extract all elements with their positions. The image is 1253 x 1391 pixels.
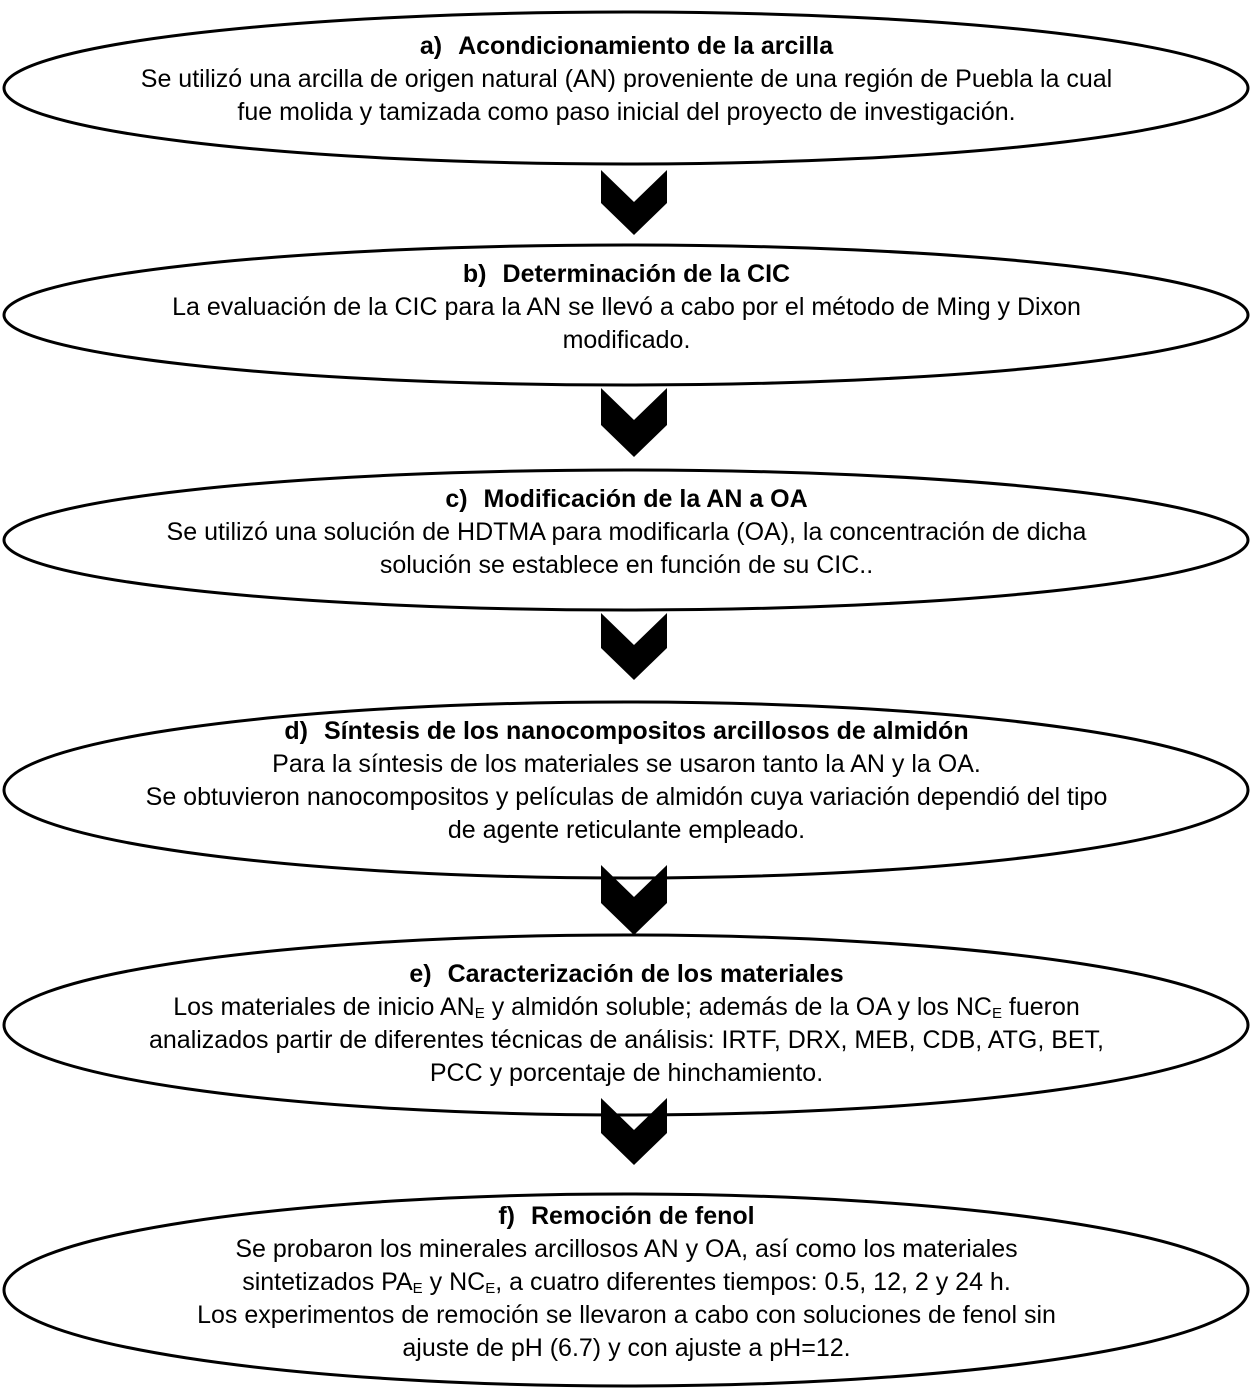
- step-title-text: Determinación de la CIC: [502, 260, 791, 288]
- step-title: e) Caracterización de los materiales: [0, 958, 1253, 991]
- step-description-line: modificado.: [562, 326, 691, 354]
- step-title-text: Remoción de fenol: [531, 1202, 755, 1230]
- step-description-line: sintetizados PAE y NCE, a cuatro diferen…: [242, 1268, 1011, 1297]
- step-title: c) Modificación de la AN a OA: [0, 483, 1253, 516]
- step-letter: d): [284, 717, 308, 745]
- step-description-line: Se utilizó una arcilla de origen natural…: [140, 65, 1113, 93]
- step-description-line: La evaluación de la CIC para la AN se ll…: [172, 293, 1081, 321]
- step-ellipse-e: [2, 933, 1250, 1117]
- step-title: b) Determinación de la CIC: [0, 258, 1253, 291]
- step-a-text: a) Acondicionamiento de la arcilla Se util…: [0, 30, 1253, 129]
- step-f-text: f) Remoción de fenol Se probaron los miner…: [0, 1200, 1253, 1365]
- subscript: E: [474, 1005, 485, 1022]
- step-ellipse-a: [2, 10, 1250, 166]
- step-title-text: Caracterización de los materiales: [447, 960, 844, 988]
- step-title: f) Remoción de fenol: [0, 1200, 1253, 1233]
- step-letter: b): [462, 260, 487, 288]
- step-letter: e): [409, 960, 432, 988]
- step-ellipse-f: [2, 1192, 1250, 1388]
- step-description-line: PCC y porcentaje de hinchamiento.: [429, 1059, 824, 1087]
- step-description-line: Los materiales de inicio ANE y almidón s…: [173, 993, 1080, 1022]
- step-description-line: Para la síntesis de los materiales se us…: [272, 750, 981, 778]
- step-title: a) Acondicionamiento de la arcilla: [0, 30, 1253, 63]
- step-c-text: c) Modificación de la AN a OA Se utilizó u…: [0, 483, 1253, 582]
- subscript: E: [485, 1280, 496, 1297]
- step-title-text: Síntesis de los nanocompositos arcilloso…: [324, 717, 969, 745]
- step-title: d) Síntesis de los nanocompositos arcillo…: [0, 715, 1253, 748]
- chevron-down-arrow-icon-3: [601, 613, 667, 680]
- step-description-line: Los experimentos de remoción se llevaron…: [197, 1301, 1056, 1329]
- step-title-text: Modificación de la AN a OA: [483, 485, 808, 513]
- step-description-line: Se utilizó una solución de HDTMA para mo…: [166, 518, 1087, 546]
- step-description-line: Se probaron los minerales arcillosos AN …: [235, 1235, 1018, 1263]
- step-description-line: solución se establece en función de su C…: [379, 551, 874, 579]
- step-letter: a): [419, 32, 443, 60]
- step-ellipse-d: [2, 700, 1250, 880]
- step-description-line: de agente reticulante empleado.: [447, 816, 806, 844]
- step-title-text: Acondicionamiento de la arcilla: [458, 32, 834, 60]
- step-e-text: e) Caracterización de los materiales Los m…: [0, 958, 1253, 1090]
- chevron-down-arrow-icon-2: [601, 388, 667, 457]
- step-description-line: ajuste de pH (6.7) y con ajuste a pH=12.: [402, 1334, 851, 1362]
- step-description-line: Se obtuvieron nanocompositos y películas…: [145, 783, 1108, 811]
- subscript: E: [412, 1280, 423, 1297]
- chevron-down-arrow-icon-5: [601, 1098, 667, 1165]
- chevron-down-arrow-icon-4: [601, 865, 667, 935]
- step-b-text: b) Determinación de la CIC La evaluación d…: [0, 258, 1253, 357]
- subscript: E: [991, 1005, 1002, 1022]
- step-d-text: d) Síntesis de los nanocompositos arcillo…: [0, 715, 1253, 847]
- step-letter: c): [445, 485, 468, 513]
- chevron-down-arrow-icon-1: [601, 170, 667, 235]
- step-ellipse-c: [2, 468, 1250, 612]
- step-description-line: analizados partir de diferentes técnicas…: [148, 1026, 1105, 1054]
- step-description-line: fue molida y tamizada como paso inicial …: [237, 98, 1016, 126]
- step-letter: f): [498, 1202, 515, 1230]
- step-ellipse-b: [2, 243, 1250, 387]
